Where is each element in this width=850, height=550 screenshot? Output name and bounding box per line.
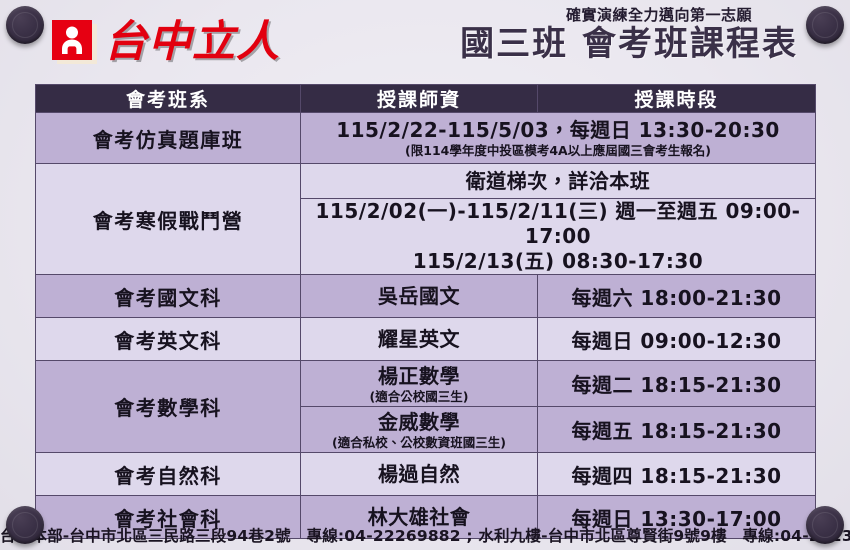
table-row: 會考國文科 吳岳國文 每週六 18:00-21:30 [35,274,816,318]
row-class-name: 會考英文科 [35,317,301,361]
class-label: 會考寒假戰鬥營 [92,208,244,233]
class-label: 會考數學科 [114,396,222,420]
person-figure-icon [52,20,97,64]
time-slot: 每週六 18:00-21:30 [571,285,782,310]
row-teacher: 林大雄社會 [300,495,538,539]
class-label: 會考社會科 [114,506,222,531]
row-time: 每週日 13:30-17:00 [537,495,816,539]
page-title: 國三班 會考班課程表 [460,24,798,64]
teacher-name: 林大雄社會 [367,504,471,529]
teacher-name: 耀星英文 [378,326,460,351]
camp-dates-cell: 115/2/02(一)-115/2/11(三) 週一至週五 09:00-17:0… [301,199,815,275]
row-time: 每週六 18:00-21:30 [537,274,816,318]
class-label: 會考國文科 [114,285,222,310]
camp-top-line-cell: 衛道梯次，詳洽本班 [301,164,815,199]
row-teacher: 楊正數學 (適合公校國三生) [300,360,538,407]
class-label: 會考仿真題庫班 [92,127,244,152]
row-teacher: 楊過自然 [300,452,538,496]
row-class-name: 會考仿真題庫班 [35,112,301,164]
teacher-name: 吳岳國文 [378,283,460,308]
nested-row-bottom: 115/2/02(一)-115/2/11(三) 週一至週五 09:00-17:0… [301,199,815,275]
brand-logo: 台中立人 [52,20,280,64]
nested-schedule: 衛道梯次，詳洽本班 115/2/02(一)-115/2/11(三) 週一至週五 … [301,164,815,274]
camp-date-line-2: 115/2/13(五) 08:30-17:30 [412,249,704,273]
row-schedule-merged: 115/2/22-115/5/03，每週日 13:30-20:30 (限114學… [300,112,816,164]
table-row: 會考英文科 耀星英文 每週日 09:00-12:30 [35,317,816,361]
row-class-name: 會考自然科 [35,452,301,496]
table-row: 金威數學 (適合私校、公校數資班國三生) 每週五 18:15-21:30 [36,406,816,453]
table-row: 會考仿真題庫班 115/2/22-115/5/03，每週日 13:30-20:3… [35,112,816,164]
teacher-note: (適合私校、公校數資班國三生) [332,434,506,450]
nested-row-top: 衛道梯次，詳洽本班 [301,164,815,199]
time-slot: 每週日 13:30-17:00 [571,506,782,531]
time-slot: 每週五 18:15-21:30 [571,419,782,443]
time-slot: 每週四 18:15-21:30 [571,463,782,488]
row-time: 每週二 18:15-21:30 [537,360,816,407]
column-header-teacher: 授課師資 [300,84,538,113]
class-label: 會考自然科 [114,463,222,488]
row-class-name: 會考寒假戰鬥營 [35,163,301,275]
footer-contact-info: 台中本部-台中市北區三民路三段94巷2號 專線:04-22269882 ; 水利… [0,527,850,545]
teacher-name: 楊正數學 [378,363,460,388]
row-schedule-merged: 衛道梯次，詳洽本班 115/2/02(一)-115/2/11(三) 週一至週五 … [300,163,816,275]
table-row: 會考數學科 楊正數學 (適合公校國三生) 每週二 18:15-21:30 [35,360,816,453]
teacher-name: 金威數學 [378,409,460,434]
course-schedule-table: 會考班系 授課師資 授課時段 會考仿真題庫班 115/2/22-115/5/03… [35,84,816,539]
row-class-name: 會考社會科 [35,495,301,539]
time-slot: 每週日 09:00-12:30 [571,328,782,353]
teacher-note: (適合公校國三生) [369,388,469,404]
corner-stud-bottom-left [6,506,44,544]
row-teacher: 吳岳國文 [300,274,538,318]
table-row: 會考自然科 楊過自然 每週四 18:15-21:30 [35,452,816,496]
camp-top-line: 衛道梯次，詳洽本班 [465,168,651,193]
poster-header: 台中立人 確實演練全力邁向第一志願 國三班 會考班課程表 [0,0,850,84]
brand-name: 台中立人 [104,16,280,67]
title-block: 確實演練全力邁向第一志願 國三班 會考班課程表 [278,6,798,64]
corner-stud-top-right [806,6,844,44]
row-teacher: 耀星英文 [300,317,538,361]
row-time: 每週五 18:15-21:30 [537,406,816,453]
row-time: 每週日 09:00-12:30 [537,317,816,361]
teacher-name: 楊過自然 [378,461,460,486]
schedule-note: (限114學年度中投區模考4A以上應屆國三會考生報名) [405,143,711,158]
column-header-class: 會考班系 [35,84,301,113]
class-label: 會考英文科 [114,328,222,353]
table-row: 會考寒假戰鬥營 衛道梯次，詳洽本班 115/2/02(一)-115/2/11(三… [35,163,816,275]
table-header-row: 會考班系 授課師資 授課時段 [35,84,816,113]
time-slot: 每週二 18:15-21:30 [571,373,782,397]
corner-stud-top-left [6,6,44,44]
row-class-name: 會考國文科 [35,274,301,318]
table-row: 會考社會科 林大雄社會 每週日 13:30-17:00 [35,495,816,539]
corner-stud-bottom-right [806,506,844,544]
header-tagline: 確實演練全力邁向第一志願 [565,6,752,24]
row-teacher: 金威數學 (適合私校、公校數資班國三生) [300,406,538,453]
column-header-time: 授課時段 [537,84,816,113]
schedule-main-line: 115/2/22-115/5/03，每週日 13:30-20:30 [336,118,780,142]
row-time: 每週四 18:15-21:30 [537,452,816,496]
row-class-name: 會考數學科 [35,360,301,453]
camp-date-line-1: 115/2/02(一)-115/2/11(三) 週一至週五 09:00-17:0… [315,199,801,248]
